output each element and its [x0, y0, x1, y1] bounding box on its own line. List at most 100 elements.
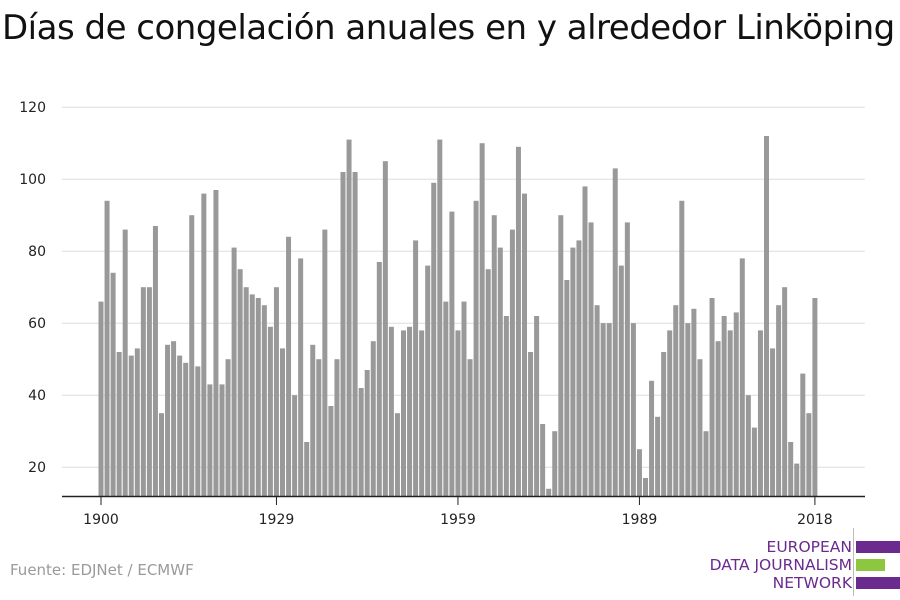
bar: [449, 211, 455, 496]
bar: [171, 341, 177, 496]
bar: [122, 229, 128, 496]
bar: [788, 442, 794, 496]
bar: [358, 388, 364, 496]
logo-bar-purple-bottom: [856, 577, 900, 589]
bar: [98, 301, 104, 496]
bar: [800, 373, 806, 496]
bar: [667, 330, 673, 496]
bar: [721, 316, 727, 496]
bar: [564, 280, 570, 496]
bar: [346, 139, 352, 496]
logo-bar-purple-top: [856, 541, 900, 553]
bar: [546, 488, 552, 496]
bar: [255, 298, 261, 496]
bar: [649, 380, 655, 496]
bar: [491, 215, 497, 496]
bar: [503, 316, 509, 496]
bar: [618, 265, 624, 496]
bar: [249, 294, 255, 496]
logo-divider: [853, 528, 854, 596]
bar: [697, 359, 703, 496]
bar: [165, 344, 171, 496]
bar: [110, 272, 116, 496]
bar: [630, 323, 636, 496]
bar: [352, 172, 358, 496]
bar: [189, 215, 195, 496]
bar: [437, 139, 443, 496]
bar: [316, 359, 322, 496]
bar: [703, 431, 709, 496]
bar: [328, 406, 334, 496]
bar: [388, 326, 394, 496]
bar: [739, 258, 745, 496]
bar: [782, 287, 788, 496]
bar: [140, 287, 146, 496]
bar: [267, 326, 273, 496]
bar: [261, 305, 267, 496]
bar: [231, 247, 237, 496]
bar: [419, 330, 425, 496]
bar: [485, 269, 491, 496]
logo-line-3: NETWORK: [772, 574, 852, 592]
bar: [751, 427, 757, 496]
bar: [643, 478, 648, 496]
bar: [322, 229, 328, 496]
bar: [104, 200, 110, 497]
y-tick-label: 80: [28, 244, 46, 260]
bar: [237, 269, 243, 496]
bar: [128, 355, 134, 496]
bar: [679, 200, 685, 497]
y-tick-label: 60: [28, 316, 46, 332]
y-tick-label: 20: [28, 460, 46, 476]
bar: [382, 161, 388, 496]
bar: [812, 298, 818, 496]
bars: [98, 136, 818, 497]
y-axis-ticks: 20 40 60 80 100 120: [19, 100, 46, 476]
logo-bar-green: [856, 559, 885, 571]
bar: [661, 352, 667, 496]
bar: [334, 359, 340, 496]
edjnet-logo: EUROPEAN DATA JOURNALISM NETWORK: [700, 528, 900, 598]
bar: [152, 226, 158, 496]
source-note: Fuente: EDJNet / ECMWF: [10, 561, 194, 579]
logo-line-1: EUROPEAN: [766, 538, 852, 556]
bar: [600, 323, 606, 496]
bar: [534, 316, 540, 496]
bar: [558, 215, 564, 496]
x-tick-label: 1959: [440, 512, 476, 528]
bar: [225, 359, 231, 496]
bar-chart: 20 40 60 80 100 120 1900 1929 1959 1989 2018: [19, 100, 865, 528]
bar: [612, 168, 618, 496]
bar: [770, 348, 776, 496]
bar: [685, 323, 691, 496]
bar: [624, 222, 630, 496]
bar: [213, 190, 219, 496]
bar: [243, 287, 249, 496]
bar: [310, 344, 316, 496]
bar: [461, 301, 467, 496]
bar: [201, 193, 207, 496]
bar: [273, 287, 279, 496]
bar: [177, 355, 183, 496]
x-axis-ticks: 1900 1929 1959 1989 2018: [83, 496, 833, 528]
bar: [479, 143, 485, 496]
bar: [497, 247, 503, 496]
bar: [552, 431, 558, 496]
bar: [594, 305, 600, 496]
logo-line-2: DATA JOURNALISM: [709, 556, 852, 574]
bar: [522, 193, 527, 496]
bar: [146, 287, 152, 496]
bar: [606, 323, 612, 496]
bar: [727, 330, 733, 496]
bar: [528, 352, 534, 496]
bar: [655, 416, 661, 496]
bar: [509, 229, 515, 496]
bar: [425, 265, 431, 496]
bar: [636, 449, 642, 496]
bar: [292, 395, 298, 496]
bar: [582, 186, 588, 496]
bar: [673, 305, 679, 496]
bar: [443, 301, 449, 496]
bar: [413, 240, 419, 496]
bar: [473, 200, 479, 497]
